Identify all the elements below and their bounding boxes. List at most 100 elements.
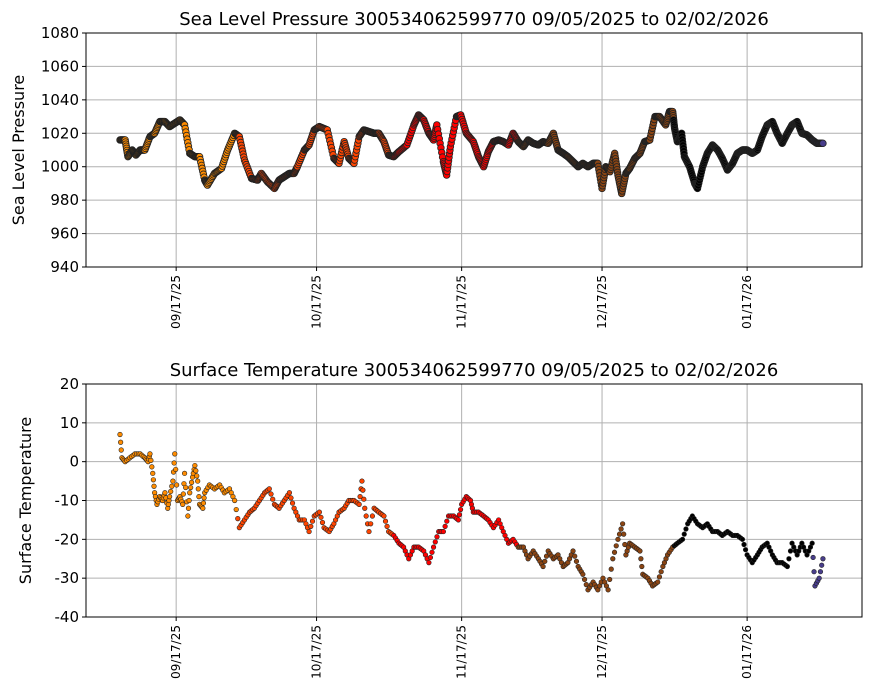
data-point xyxy=(570,548,576,554)
data-point xyxy=(430,544,437,550)
data-point xyxy=(235,516,241,522)
x-tick-label: 01/17/26 xyxy=(740,275,754,329)
data-point xyxy=(605,587,611,593)
data-point xyxy=(366,528,372,535)
data-point xyxy=(382,518,389,524)
data-point xyxy=(151,483,157,489)
data-point xyxy=(162,490,168,496)
data-point xyxy=(456,512,463,518)
axes-frame xyxy=(85,32,863,268)
data-point xyxy=(361,496,367,502)
y-tick-label: 20 xyxy=(60,375,79,393)
y-tick-label: 1040 xyxy=(41,91,79,109)
x-tick-label: 10/17/25 xyxy=(310,275,324,329)
data-point xyxy=(187,490,193,496)
data-point xyxy=(442,523,448,529)
data-point xyxy=(455,517,461,523)
y-tick-label: -40 xyxy=(55,608,80,626)
data-point xyxy=(817,569,824,575)
data-point xyxy=(357,494,363,500)
data-point xyxy=(819,562,825,568)
y-tick-label: 980 xyxy=(50,191,79,209)
data-point xyxy=(289,500,296,506)
data-point xyxy=(181,470,188,476)
data-point xyxy=(809,540,815,546)
data-point xyxy=(189,479,195,485)
data-point xyxy=(193,468,199,474)
data-point xyxy=(637,548,643,554)
data-point xyxy=(683,526,689,532)
data-point xyxy=(180,491,186,497)
data-point xyxy=(787,548,794,554)
data-point xyxy=(169,483,175,489)
data-point xyxy=(148,457,154,463)
x-tick-label: 11/17/25 xyxy=(455,275,469,329)
data-point xyxy=(542,558,548,564)
y-tick-label: 10 xyxy=(60,414,79,432)
data-point xyxy=(360,487,366,493)
data-point xyxy=(171,460,177,466)
data-point xyxy=(188,484,194,491)
data-point xyxy=(170,478,176,484)
data-points xyxy=(117,431,826,593)
x-tick-label: 09/17/25 xyxy=(169,275,183,329)
data-point xyxy=(583,582,589,588)
data-point xyxy=(658,569,664,575)
x-tick-label: 12/17/25 xyxy=(595,275,609,329)
data-point xyxy=(384,523,390,529)
data-point xyxy=(369,513,376,519)
data-point xyxy=(573,558,580,564)
data-point xyxy=(266,486,272,492)
data-point xyxy=(820,556,826,562)
data-point xyxy=(679,536,686,542)
data-point xyxy=(816,575,822,581)
data-point xyxy=(168,488,174,495)
data-point xyxy=(618,526,624,532)
y-tick-label: -30 xyxy=(55,569,80,587)
data-point xyxy=(444,518,450,524)
data-point xyxy=(572,553,578,559)
y-tick-label: 1020 xyxy=(41,124,79,142)
y-axis-label: Surface Temperature xyxy=(16,417,35,584)
data-point xyxy=(268,491,274,497)
y-tick-label: 0 xyxy=(69,453,79,471)
data-point xyxy=(613,543,619,549)
data-point xyxy=(270,496,276,502)
data-point xyxy=(739,536,746,542)
data-point xyxy=(784,563,790,570)
data-point xyxy=(194,473,200,479)
data-point xyxy=(288,495,294,501)
data-point xyxy=(185,505,192,511)
data-point xyxy=(457,506,464,513)
chart-title: Surface Temperature 300534062599770 09/0… xyxy=(170,360,779,381)
data-point xyxy=(200,500,207,506)
data-point xyxy=(362,505,368,511)
y-tick-label: -10 xyxy=(55,492,80,510)
data-point xyxy=(681,531,687,537)
data-point xyxy=(174,482,180,488)
data-points xyxy=(116,107,827,198)
data-point xyxy=(201,495,207,501)
data-point xyxy=(117,431,123,438)
data-point xyxy=(356,501,362,507)
data-point xyxy=(118,447,124,453)
data-point xyxy=(810,554,816,561)
data-point xyxy=(742,547,749,553)
data-point xyxy=(426,560,432,566)
data-point xyxy=(819,139,827,148)
data-point xyxy=(440,528,446,535)
data-point xyxy=(639,563,645,570)
data-point xyxy=(607,576,613,583)
data-point xyxy=(610,556,616,562)
data-point xyxy=(309,518,316,524)
data-point xyxy=(147,451,153,457)
x-tick-label: 11/17/25 xyxy=(455,625,469,679)
data-point xyxy=(316,509,322,515)
y-tick-label: -20 xyxy=(55,530,80,548)
data-point xyxy=(620,521,626,527)
y-tick-label: 940 xyxy=(50,258,79,276)
y-tick-label: 960 xyxy=(50,225,79,243)
x-tick-label: 01/17/26 xyxy=(740,625,754,679)
y-tick-label: 1000 xyxy=(41,158,79,176)
